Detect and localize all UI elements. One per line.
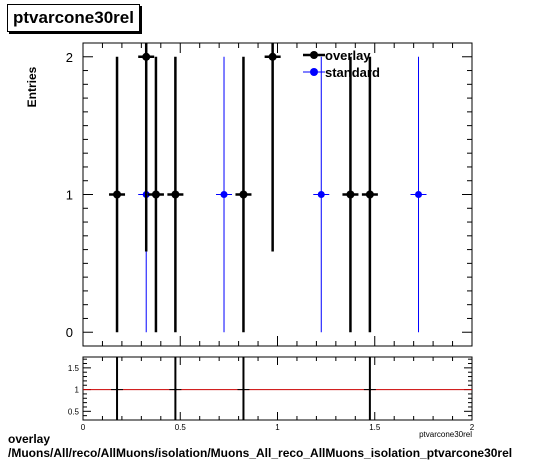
- ratio-point: [115, 388, 119, 391]
- ratio-x-tick-label: 1.5: [369, 423, 381, 432]
- overlay-point: [113, 190, 122, 199]
- ratio-x-tick-label: 2: [470, 423, 475, 432]
- standard-point: [415, 191, 423, 198]
- standard-point: [220, 191, 228, 198]
- plot-title: ptvarcone30rel: [7, 4, 140, 32]
- legend-label-standard: standard: [325, 65, 380, 80]
- ratio-x-axis-label: ptvarcone30rel: [419, 430, 472, 439]
- overlay-point: [142, 52, 151, 61]
- ratio-y-tick-label: 1: [75, 386, 80, 395]
- caption-overlay: overlay: [8, 432, 51, 446]
- ratio-point: [174, 388, 177, 391]
- ratio-point: [368, 388, 372, 391]
- legend-marker-standard: [310, 68, 318, 76]
- y-tick-label: 0: [66, 325, 73, 340]
- ratio-point: [242, 388, 245, 391]
- y-tick-label: 1: [66, 188, 73, 203]
- ratio-x-tick-label: 1: [275, 423, 280, 432]
- ratio-y-tick-label: 0.5: [68, 407, 80, 416]
- ratio-frame: [82, 356, 473, 421]
- ratio-x-tick-label: 0.5: [175, 423, 187, 432]
- legend-label-overlay: overlay: [325, 48, 371, 63]
- y-axis-label: Entries: [25, 66, 39, 107]
- overlay-point: [151, 190, 160, 199]
- overlay-point: [365, 190, 374, 199]
- y-tick-label: 2: [66, 50, 73, 65]
- overlay-point: [171, 190, 180, 199]
- standard-point: [317, 191, 325, 198]
- caption-histogram-path: /Muons/All/reco/AllMuons/isolation/Muons…: [8, 446, 513, 460]
- legend-marker-overlay: [310, 51, 318, 59]
- ratio-y-tick-label: 1.5: [68, 364, 80, 373]
- ratio-x-tick-label: 0: [81, 423, 86, 432]
- overlay-point: [346, 190, 355, 199]
- overlay-point: [268, 52, 277, 61]
- overlay-point: [239, 190, 248, 199]
